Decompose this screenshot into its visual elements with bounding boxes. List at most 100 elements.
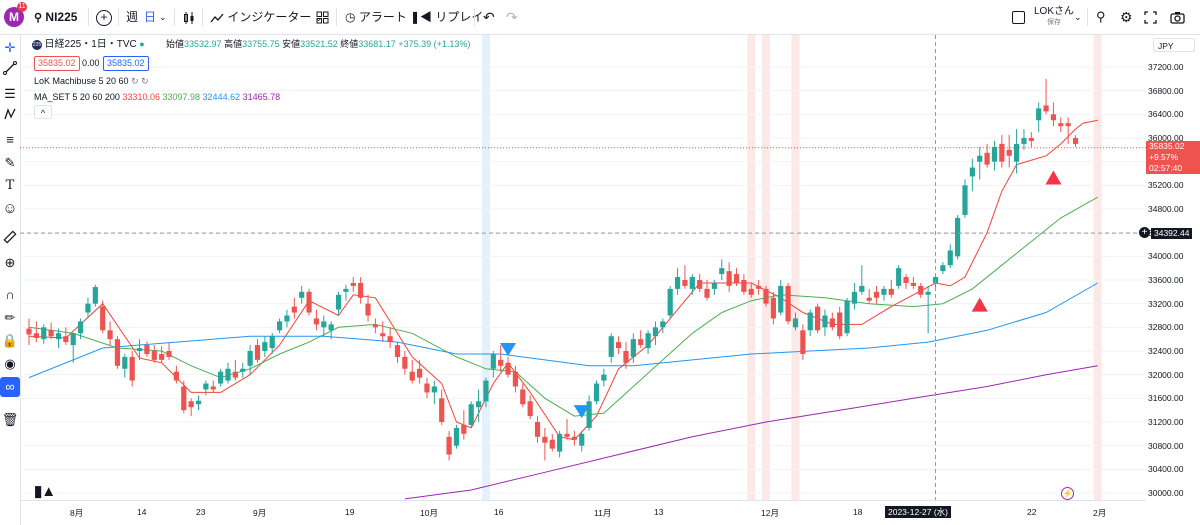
ma60-value: 32444.62 (202, 92, 241, 102)
gear-icon: ⚙ (1120, 9, 1133, 25)
eye-icon[interactable]: ◉ (4, 356, 16, 371)
sell-signal-triangle (573, 405, 590, 419)
candle-body (100, 306, 106, 331)
collapse-legend-button[interactable]: ^ (34, 105, 52, 119)
stay-drawing-icon[interactable]: ✏ (4, 310, 16, 325)
candle-body (807, 312, 813, 331)
forecast-tool-icon[interactable]: ≡ (6, 132, 14, 147)
close-label: 終値 (340, 39, 359, 49)
crosshair-date-label: 2023-12-27 (水) (885, 506, 952, 518)
symbol-search-button[interactable]: ⚲ NI225 (34, 0, 77, 34)
text-tool-icon[interactable]: T (5, 178, 15, 193)
replay-button[interactable]: ❚◀ リプレイ (410, 0, 483, 34)
indicator-row-ma-set[interactable]: MA_SET 5 20 60 200 33310.06 33097.98 324… (34, 91, 280, 103)
buy-button[interactable]: 35835.02 (103, 56, 149, 71)
trash-icon[interactable]: 🗑 (1, 412, 19, 427)
candle-body (372, 324, 378, 328)
crosshair-tool-icon[interactable]: ✛ (4, 40, 16, 55)
user-avatar-logo[interactable]: M 11 (4, 2, 27, 27)
date-tick-label: 14 (137, 507, 147, 517)
indicator-row-machibuse[interactable]: LoK Machibuse 5 20 60 ↻ ↻ (34, 75, 149, 87)
close-value: 33681.17 (358, 39, 396, 49)
candle-body (107, 330, 113, 340)
timeframe-day-button[interactable]: 日 (144, 10, 157, 24)
fullscreen-button[interactable] (1144, 0, 1157, 34)
price-tick-label: 33200.00 (1148, 298, 1184, 309)
ruler-tool-icon[interactable] (0, 230, 20, 250)
candle-body (136, 348, 143, 351)
compare-add-button[interactable]: + (96, 0, 112, 34)
fib-tool-icon[interactable]: ☰ (4, 86, 16, 101)
candle-body (350, 282, 356, 286)
crosshair-price-label: 34392.44 (1151, 228, 1193, 239)
checkbox-icon (1012, 11, 1025, 25)
redo-button[interactable]: ↷ (506, 0, 518, 34)
alert-label: アラート (358, 10, 407, 24)
candle-body (343, 288, 349, 292)
candle-body (26, 328, 32, 335)
low-label: 安値 (282, 39, 301, 49)
highlight-band (481, 35, 490, 500)
magnet-icon[interactable]: ∩ (5, 287, 15, 302)
templates-button[interactable] (316, 0, 329, 34)
timeframe-week-button[interactable]: 週 (126, 10, 139, 24)
candle-body (969, 167, 975, 177)
zoom-in-icon[interactable]: ⊕ (4, 255, 16, 270)
chevron-down-icon: ⌄ (314, 13, 323, 23)
candle-body (733, 274, 740, 283)
lock-icon[interactable]: 🔒 (1, 333, 19, 348)
candle-body (571, 436, 577, 440)
candle-body (741, 280, 747, 292)
price-tick-label: 37200.00 (1148, 62, 1184, 72)
ma20-value: 33097.98 (162, 92, 201, 102)
snapshot-button[interactable] (1170, 0, 1185, 34)
sell-button[interactable]: 35835.02 (34, 56, 80, 71)
brush-tool-icon[interactable]: ✎ (4, 155, 16, 170)
add-alert-plus-icon[interactable]: + (1139, 227, 1150, 238)
link-icon[interactable]: ∞ (0, 377, 20, 397)
event-flash-icon[interactable]: ⚡ (1061, 487, 1074, 500)
candle-body (409, 371, 415, 381)
settings-button[interactable]: ⚙ (1120, 0, 1133, 34)
alert-button[interactable]: ◷ アラート (345, 0, 407, 34)
ohlc-values: 始値33532.97 高値33755.75 安値33521.52 終値33681… (166, 38, 470, 50)
candle-body (453, 427, 460, 446)
candle-body (785, 285, 791, 322)
candle-body (800, 330, 806, 354)
undo-button[interactable]: ↶ (483, 0, 495, 34)
date-tick-label: 23 (196, 507, 206, 517)
symbol-label: NI225 (45, 10, 78, 24)
candle-body (299, 291, 305, 298)
candle-body (431, 386, 437, 393)
candle-body (92, 287, 98, 304)
price-tick-label: 35200.00 (1148, 180, 1184, 191)
indicators-button[interactable]: インジケーター ⌄ (210, 0, 322, 34)
emoji-tool-icon[interactable]: ☺ (2, 200, 18, 217)
pattern-tool-icon[interactable] (0, 107, 20, 127)
save-dropdown-icon[interactable]: ⌄ (1074, 12, 1082, 22)
candle-body (726, 271, 732, 286)
currency-selector[interactable]: JPY (1153, 38, 1195, 52)
candle-body (328, 324, 334, 331)
save-layout-button[interactable]: LOKさん 保存 (1034, 6, 1074, 27)
candle-body (181, 386, 187, 411)
highlight-band (747, 35, 756, 500)
layout-checkbox[interactable] (1012, 0, 1025, 34)
candle-body (689, 277, 695, 289)
candle-body (144, 345, 150, 354)
trend-line-tool-icon[interactable] (0, 61, 20, 81)
candle-style-button[interactable] (182, 0, 196, 34)
last-price-value: 35835.02 (1149, 141, 1185, 151)
search-icon: ⚲ (34, 12, 43, 24)
legend-title[interactable]: 日経225・1日・TVC (44, 39, 137, 50)
quick-search-button[interactable]: ⚲ (1096, 0, 1106, 34)
open-value: 33532.97 (184, 39, 222, 49)
highlight-band (791, 35, 800, 500)
candle-body (527, 401, 533, 417)
logo-letter: M (9, 10, 19, 24)
price-tick-label: 33600.00 (1148, 275, 1184, 285)
date-tick-label: 8月 (70, 508, 84, 518)
divider (474, 8, 475, 26)
timeframe-dropdown-icon[interactable]: ⌄ (159, 12, 167, 22)
